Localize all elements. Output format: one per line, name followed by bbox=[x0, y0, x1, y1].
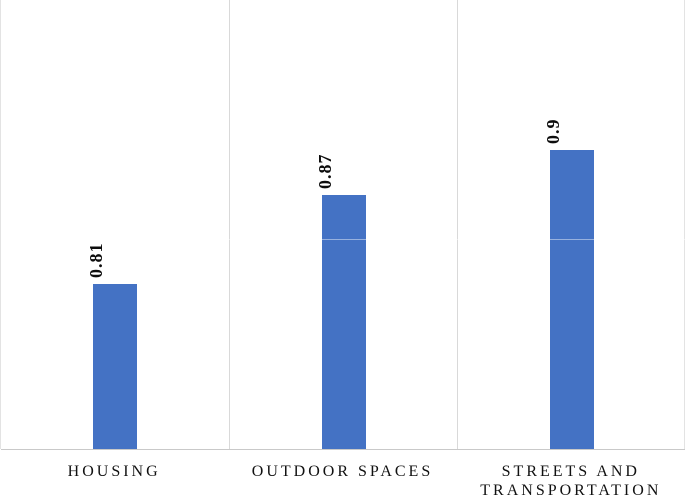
category-label-streets-and-transportation: STREETS AND TRANSPORTATION bbox=[480, 463, 662, 499]
bar-outdoor-spaces bbox=[321, 194, 366, 449]
bar-value-label: 0.81 bbox=[86, 242, 107, 279]
category-axis-labels: HOUSING OUTDOOR SPACES STREETS AND TRANSPO… bbox=[0, 450, 685, 500]
bar-housing bbox=[93, 284, 138, 449]
panel-divider-2 bbox=[457, 0, 458, 449]
panel-divider-1 bbox=[229, 0, 230, 449]
bar-value-label: 0.9 bbox=[542, 118, 563, 144]
bar-streets-and-transportation bbox=[549, 149, 594, 449]
faint-horizontal-line bbox=[1, 239, 685, 241]
plot-area: 0.81 0.87 0.9 bbox=[0, 0, 685, 450]
bar-value-label: 0.87 bbox=[314, 153, 335, 189]
category-label-outdoor-spaces: OUTDOOR SPACES bbox=[251, 463, 434, 480]
category-label-housing: HOUSING bbox=[67, 463, 161, 480]
x-axis-line bbox=[1, 449, 685, 450]
